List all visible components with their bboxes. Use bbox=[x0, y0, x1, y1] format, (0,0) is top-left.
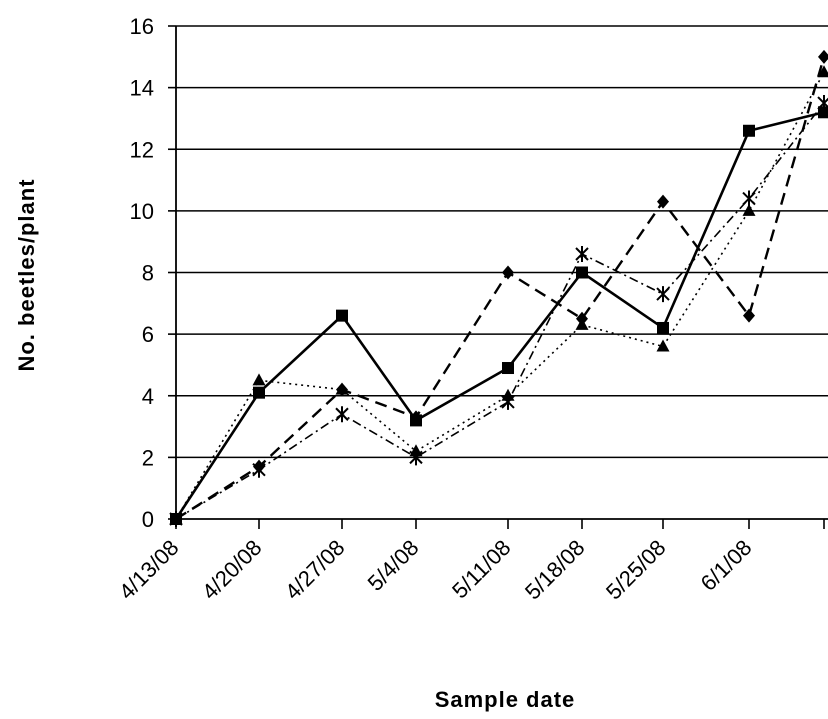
data-point-solid-square bbox=[576, 266, 588, 279]
data-point-dotted-triangle bbox=[409, 444, 423, 457]
x-tick-label: 5/18/08 bbox=[520, 535, 590, 605]
y-axis-title: No. beetles/plant bbox=[14, 178, 39, 371]
y-tick-label: 0 bbox=[142, 507, 154, 532]
x-tick-label: 4/13/08 bbox=[114, 535, 184, 605]
data-point-solid-square bbox=[657, 321, 669, 334]
y-tick-label: 10 bbox=[130, 199, 154, 224]
data-point-dashed-diamond bbox=[576, 311, 588, 326]
x-axis-title: Sample date bbox=[435, 687, 576, 712]
data-point-solid-square bbox=[743, 124, 755, 137]
data-point-dashed-diamond bbox=[818, 49, 828, 64]
gridlines bbox=[176, 25, 828, 459]
series-line-dashed-diamond bbox=[175, 56, 826, 521]
data-point-dotted-triangle bbox=[656, 339, 670, 352]
data-point-solid-square bbox=[336, 309, 348, 322]
x-tick-label: 5/4/08 bbox=[363, 535, 424, 596]
y-tick-label: 8 bbox=[142, 261, 154, 286]
data-point-solid-square bbox=[170, 513, 182, 525]
series-lines bbox=[174, 56, 826, 521]
data-point-solid-square bbox=[502, 362, 514, 375]
x-tick-label: 4/20/08 bbox=[197, 535, 267, 605]
data-point-solid-square bbox=[410, 414, 422, 427]
data-point-dashed-diamond bbox=[657, 194, 669, 209]
series-markers bbox=[169, 49, 828, 527]
x-tick-label: 5/11/08 bbox=[447, 535, 515, 603]
series-line-dashdot-star bbox=[175, 102, 825, 520]
data-point-dashdot-star bbox=[656, 286, 670, 303]
y-tick-label: 16 bbox=[130, 14, 154, 39]
data-point-dotted-triangle bbox=[501, 388, 515, 401]
data-point-dashed-diamond bbox=[502, 265, 514, 280]
y-tick-label: 6 bbox=[142, 322, 154, 347]
x-tick-label: 6/1/08 bbox=[696, 535, 757, 596]
x-tick-label: 4/27/08 bbox=[280, 535, 350, 605]
data-point-dashed-diamond bbox=[336, 382, 348, 397]
data-point-dashdot-star bbox=[575, 246, 589, 263]
x-tick-labels: 4/13/08 4/20/08 4/27/08 5/4/08 5/11/08 5/18/0… bbox=[114, 535, 757, 605]
data-point-dotted-triangle bbox=[252, 373, 266, 386]
y-tick-labels: 0 2 4 6 8 10 12 14 16 bbox=[130, 14, 154, 532]
y-tick-label: 2 bbox=[142, 445, 154, 470]
data-point-solid-square bbox=[253, 386, 265, 399]
y-tick-label: 14 bbox=[130, 76, 154, 101]
data-point-dashed-diamond bbox=[743, 308, 755, 323]
x-tick-label: 5/25/08 bbox=[601, 535, 671, 605]
data-point-dotted-triangle bbox=[817, 65, 828, 78]
data-point-dashdot-star bbox=[335, 406, 349, 423]
data-point-dotted-triangle bbox=[742, 203, 756, 216]
axes bbox=[168, 25, 828, 529]
y-tick-label: 12 bbox=[130, 137, 154, 162]
data-point-dashed-diamond bbox=[253, 459, 265, 474]
data-point-solid-square bbox=[818, 106, 828, 119]
y-tick-label: 4 bbox=[142, 384, 154, 409]
